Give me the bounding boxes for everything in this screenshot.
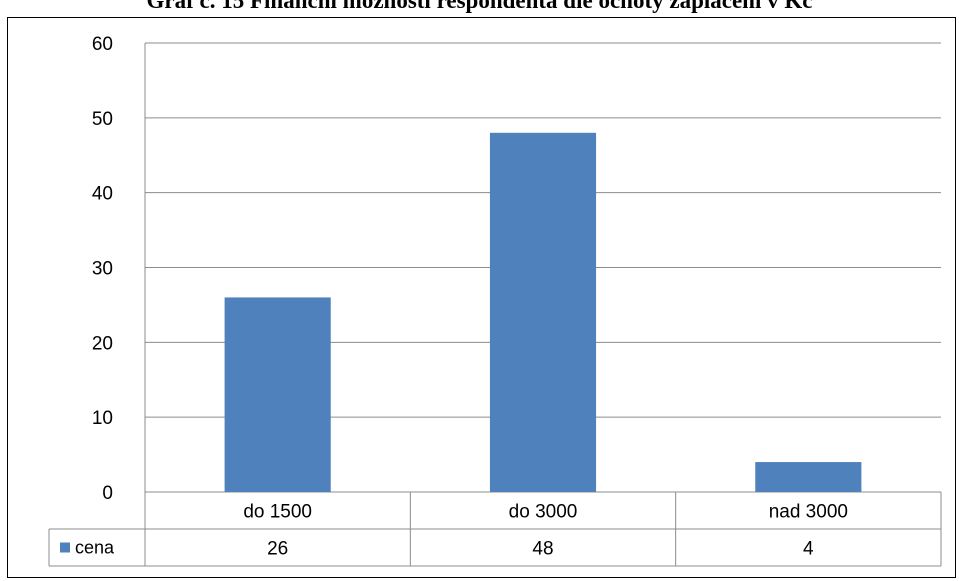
- chart-title: Graf č. 15 Finanční možnosti respondenta…: [146, 0, 813, 13]
- bar-do-3000: [489, 132, 597, 493]
- data-value-label: 26: [267, 539, 288, 560]
- category-label: do 1500: [243, 502, 312, 523]
- y-tick-label: 10: [92, 408, 113, 429]
- bar-chart: 0 10 20 30 40 50 60 do 1500 26 do 3000 48 nad 3000 4…: [48, 34, 942, 567]
- y-tick-label: 40: [92, 184, 113, 205]
- y-tick-label: 30: [92, 259, 113, 280]
- category-label: nad 3000: [769, 502, 848, 523]
- legend-label: cena: [75, 538, 115, 558]
- data-value-label: 4: [803, 539, 814, 560]
- chart-area: 0 10 20 30 40 50 60 do 1500 26 do 3000 48 nad 3000 4…: [7, 17, 956, 578]
- y-tick-label: 20: [92, 333, 113, 354]
- bar-nad-3000: [755, 462, 862, 492]
- category-label: do 3000: [509, 502, 578, 523]
- legend-swatch: [60, 542, 70, 553]
- data-value-label: 48: [532, 539, 553, 560]
- y-tick-label: 50: [92, 109, 113, 130]
- bar-do-1500: [224, 297, 331, 492]
- y-tick-label: 0: [102, 483, 113, 504]
- y-tick-label: 60: [92, 34, 113, 55]
